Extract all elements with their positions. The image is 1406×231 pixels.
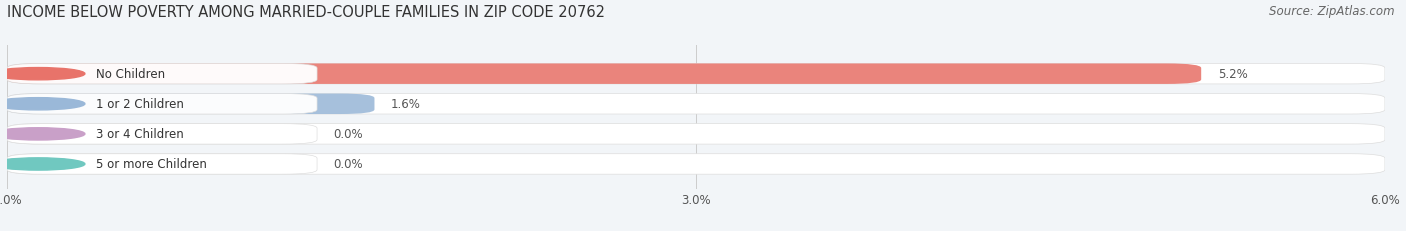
FancyBboxPatch shape — [7, 64, 1385, 85]
FancyBboxPatch shape — [7, 94, 318, 115]
FancyBboxPatch shape — [7, 154, 318, 174]
FancyBboxPatch shape — [7, 64, 318, 85]
Text: Source: ZipAtlas.com: Source: ZipAtlas.com — [1270, 5, 1395, 18]
FancyBboxPatch shape — [7, 64, 1201, 85]
Text: 5 or more Children: 5 or more Children — [97, 158, 207, 171]
Text: INCOME BELOW POVERTY AMONG MARRIED-COUPLE FAMILIES IN ZIP CODE 20762: INCOME BELOW POVERTY AMONG MARRIED-COUPL… — [7, 5, 605, 20]
FancyBboxPatch shape — [7, 124, 318, 144]
Text: 1 or 2 Children: 1 or 2 Children — [97, 98, 184, 111]
Text: No Children: No Children — [97, 68, 166, 81]
Text: 0.0%: 0.0% — [333, 128, 363, 141]
Text: 3 or 4 Children: 3 or 4 Children — [97, 128, 184, 141]
Circle shape — [0, 158, 84, 170]
Text: 1.6%: 1.6% — [391, 98, 420, 111]
FancyBboxPatch shape — [7, 94, 1385, 115]
Text: 5.2%: 5.2% — [1218, 68, 1247, 81]
FancyBboxPatch shape — [7, 94, 374, 115]
Circle shape — [0, 98, 84, 110]
FancyBboxPatch shape — [7, 124, 1385, 144]
Text: 0.0%: 0.0% — [333, 158, 363, 171]
FancyBboxPatch shape — [7, 154, 1385, 174]
Circle shape — [0, 128, 84, 140]
Circle shape — [0, 68, 84, 80]
